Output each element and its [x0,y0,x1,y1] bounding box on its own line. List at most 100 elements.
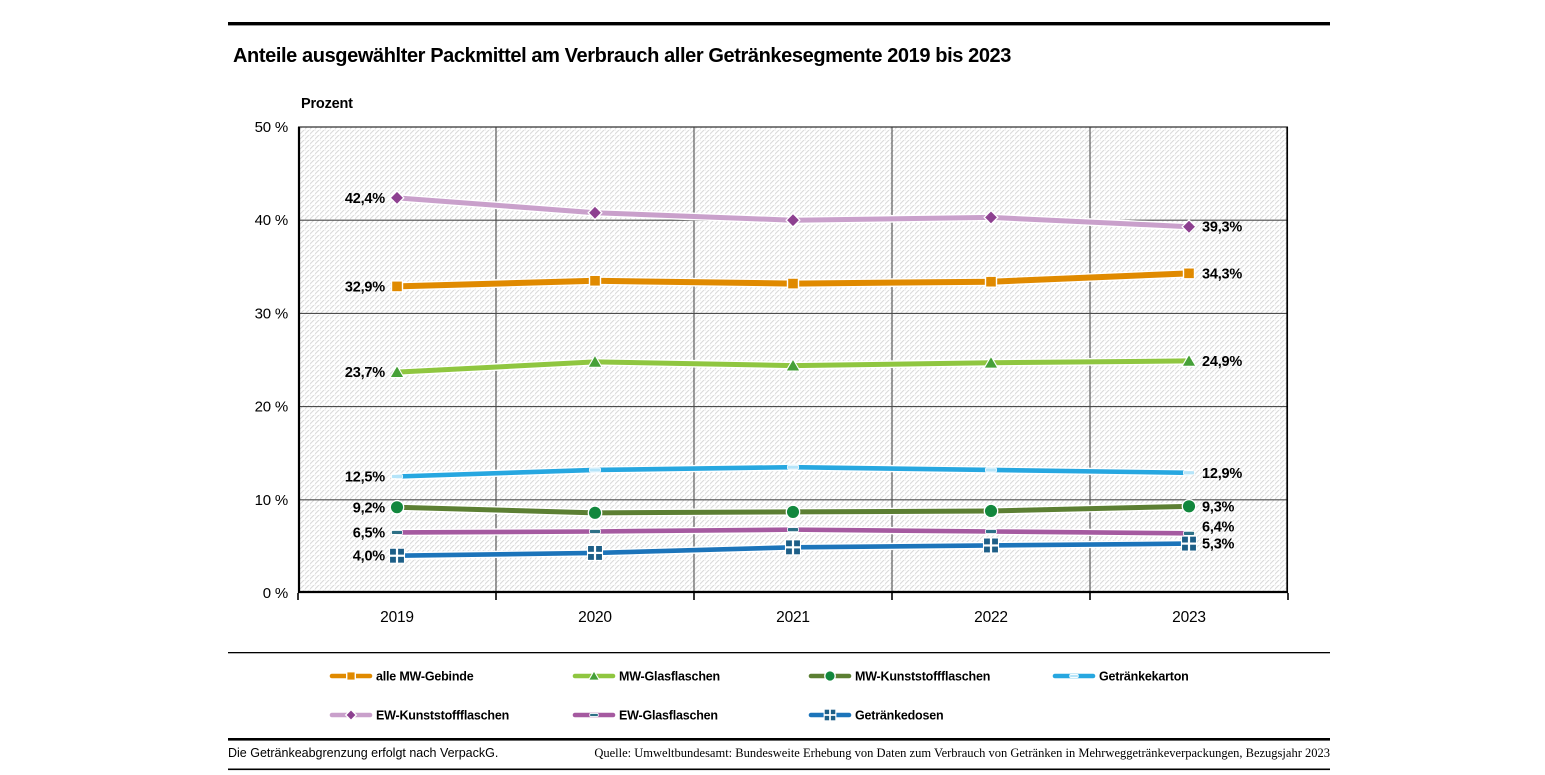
marker-cross-square [823,708,837,722]
marker-dash [787,527,799,533]
x-tick-label: 2020 [578,609,612,626]
y-axis-unit-label: Prozent [301,96,353,112]
legend-divider [228,652,1330,654]
bottom-rule [228,768,1330,771]
marker-triangle [1181,353,1197,367]
plot-area: 0 % 10 % 20 % 30 % 40 % 50 % 2019 2020 2021 2022 2… [255,119,1289,626]
series-mw-kunststoffflaschen: 9,2% 9,3% [353,498,1235,521]
x-tick-label: 2023 [1172,609,1206,626]
legend-label: EW-Glasflaschen [619,709,718,723]
marker-dash [589,529,601,534]
data-label-first: 32,9% [345,279,385,295]
marker-dash [589,713,599,717]
data-label-last: 6,4% [1202,519,1235,535]
data-label-first: 6,5% [353,525,386,541]
marker-circle [983,503,999,519]
y-tick-label: 10 % [255,492,288,509]
footer-divider [228,738,1330,741]
y-tick-label: 30 % [255,305,288,322]
marker-square [346,671,356,681]
series-getr-nkedosen: 4,0% 5,3% [353,535,1235,565]
marker-cross-square [784,539,802,556]
legend-item-alle-mw-gebinde: alle MW-Gebinde [329,670,474,684]
marker-dash [985,467,997,473]
marker-dash [589,467,601,473]
legend-item-ew-kunststoffflaschen: EW-Kunststoffflaschen [329,708,509,723]
y-tick-label: 20 % [255,399,288,416]
data-label-first: 23,7% [345,365,385,381]
marker-square [984,275,998,288]
series-alle-mw-gebinde: 32,9% 34,3% [345,266,1243,295]
marker-triangle [983,355,999,369]
marker-triangle [587,669,601,681]
footnote: Die Getränkeabgrenzung erfolgt nach Verp… [228,746,498,760]
data-label-first: 12,5% [345,470,385,486]
legend-item-mw-kunststoffflaschen: MW-Kunststoffflaschen [808,670,990,684]
marker-cross-square [1180,535,1198,552]
marker-triangle [389,364,405,379]
marker-diamond [344,708,358,722]
legend-item-getr-nkekarton: Getränkekarton [1052,670,1189,684]
x-tick-label: 2019 [380,609,414,626]
marker-dash [391,474,403,479]
marker-square [390,280,404,293]
data-label-first: 9,2% [353,500,386,516]
marker-square [588,274,602,287]
series-getr-nkekarton: 12,5% 12,9% [345,463,1243,486]
marker-square [786,277,800,290]
marker-triangle [587,354,603,368]
marker-cross-square [586,544,604,561]
data-label-last: 9,3% [1202,499,1235,515]
series-mw-glasflaschen: 23,7% 24,9% [345,353,1243,381]
marker-diamond [1181,219,1197,235]
data-label-first: 42,4% [345,191,385,207]
data-label-last: 12,9% [1202,466,1242,482]
marker-square [1182,267,1196,280]
series-ew-kunststoffflaschen: 42,4% 39,3% [345,190,1243,236]
marker-dash [1183,530,1195,536]
data-label-last: 5,3% [1202,537,1235,553]
y-tick-label: 0 % [263,585,288,602]
source-note: Quelle: Umweltbundesamt: Bundesweite Erh… [594,746,1330,760]
data-label-last: 24,9% [1202,354,1242,370]
page-title: Anteile ausgewählter Packmittel am Verbr… [233,45,1011,67]
marker-triangle [785,357,801,372]
marker-cross-square [388,547,406,564]
marker-circle [785,504,801,520]
legend-item-mw-glasflaschen: MW-Glasflaschen [572,669,720,684]
top-rule [228,22,1330,26]
marker-cross-square [982,537,1000,554]
legend-label: MW-Kunststoffflaschen [855,670,990,684]
y-tick-label: 50 % [255,119,288,136]
data-label-last: 39,3% [1202,220,1242,236]
legend-label: MW-Glasflaschen [619,670,720,684]
legend-label: EW-Kunststoffflaschen [376,709,509,723]
y-tick-label: 40 % [255,212,288,229]
marker-circle [1181,498,1197,514]
marker-diamond [587,205,603,221]
x-tick-label: 2021 [776,609,810,626]
marker-diamond [983,209,999,226]
marker-dash [1069,674,1079,678]
marker-diamond [785,212,801,228]
legend-item-getr-nkedosen: Getränkedosen [808,708,944,723]
marker-dash [787,464,799,470]
legend-label: Getränkekarton [1099,670,1189,684]
marker-dash [1183,470,1195,476]
data-label-last: 34,3% [1202,266,1242,282]
legend-label: alle MW-Gebinde [376,670,474,684]
legend: alle MW-Gebinde MW-Glasflaschen MW-Kunstst… [329,669,1189,723]
marker-circle [824,670,836,682]
marker-diamond [389,190,405,206]
data-label-first: 4,0% [353,549,386,565]
x-tick-label: 2022 [974,609,1008,626]
marker-circle [587,505,603,521]
marker-circle [389,499,405,515]
marker-dash [391,530,403,535]
marker-dash [985,529,997,534]
legend-label: Getränkedosen [855,709,943,723]
series-ew-glasflaschen: 6,5% 6,4% [353,519,1235,541]
legend-item-ew-glasflaschen: EW-Glasflaschen [572,709,718,723]
